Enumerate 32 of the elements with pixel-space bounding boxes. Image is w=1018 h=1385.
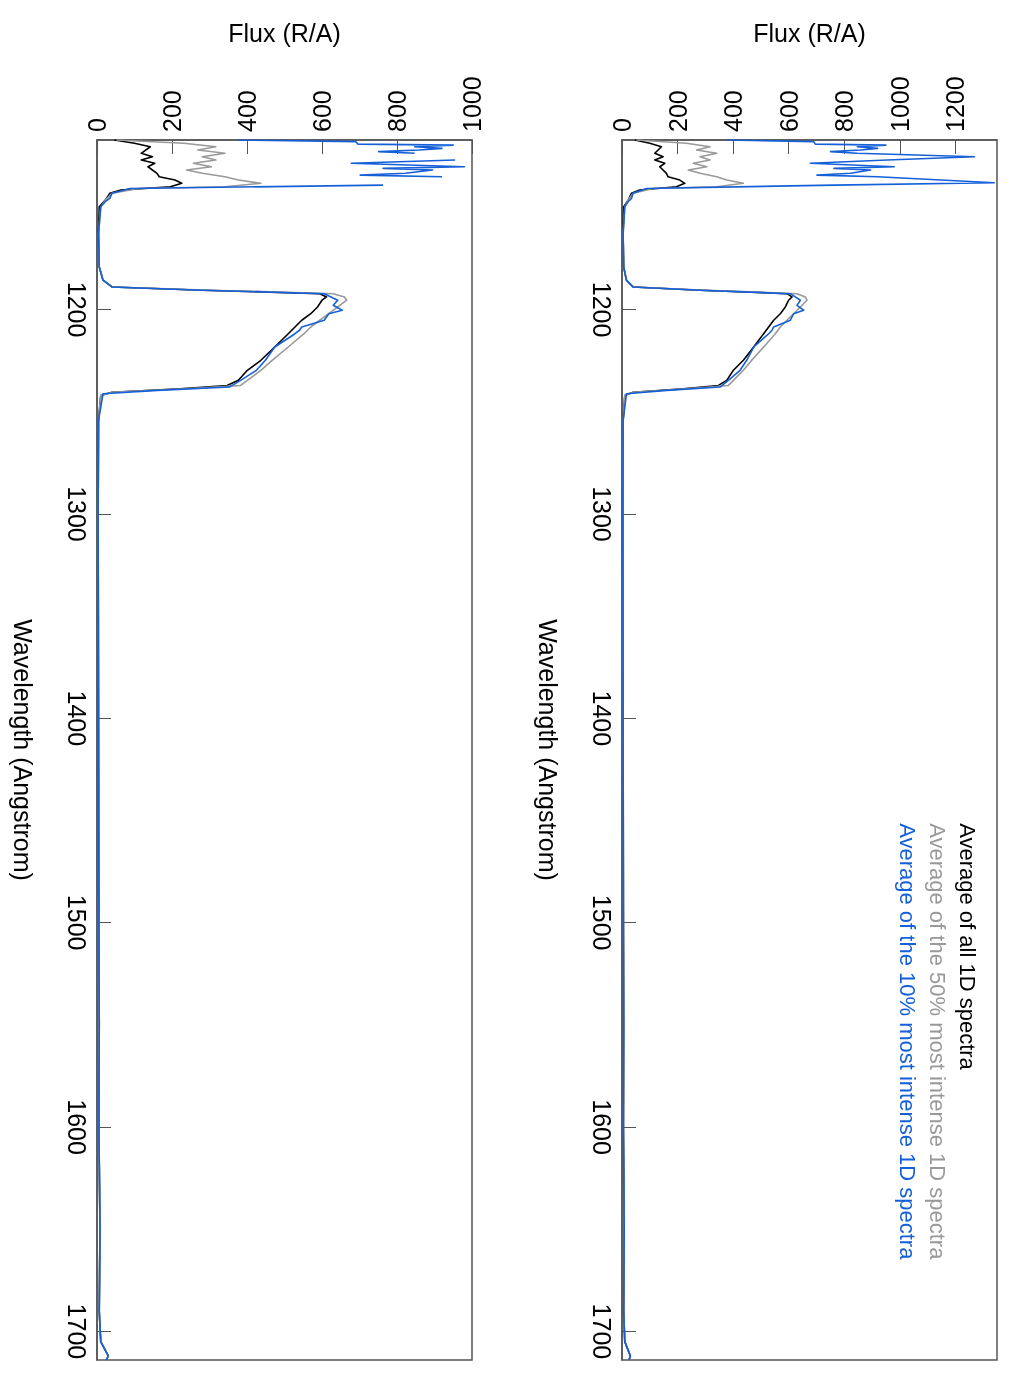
x-tick-label: 400 xyxy=(719,90,748,132)
x-tick-label: 200 xyxy=(158,90,186,132)
y-tick-label: 1600 xyxy=(62,1099,91,1155)
x-tick-label: 600 xyxy=(774,90,803,132)
y-tick-label: 1300 xyxy=(587,486,616,542)
x-tick-label: 600 xyxy=(308,90,336,132)
x-tick-label: 1200 xyxy=(941,76,970,132)
y-tick-label: 1500 xyxy=(62,894,91,951)
x-tick-label: 1000 xyxy=(885,76,914,132)
y-tick-label: 1700 xyxy=(62,1303,91,1360)
text: Average of the 10% most intense 1D spectra xyxy=(894,823,920,1261)
text: Average of all 1D spectra xyxy=(954,823,980,1071)
x-tick-label: 200 xyxy=(663,90,692,132)
y-tick-label: 1700 xyxy=(587,1303,616,1360)
x-axis-title: Flux (R/A) xyxy=(753,18,866,47)
x-tick-label: 800 xyxy=(383,90,411,132)
x-tick-label: 800 xyxy=(830,90,859,132)
y-tick-label: 1600 xyxy=(587,1099,616,1155)
y-tick-label: 1400 xyxy=(62,690,91,747)
y-tick-label: 1200 xyxy=(587,281,616,338)
y-tick-label: 1400 xyxy=(587,690,616,747)
y-tick-label: 1300 xyxy=(62,486,91,542)
y-tick-label: 1500 xyxy=(587,894,616,951)
x-tick-label: 0 xyxy=(608,118,636,132)
y-axis-title: Wavelength (Angstrom) xyxy=(533,619,562,881)
y-tick-label: 1200 xyxy=(62,281,91,338)
y-axis-title: Wavelength (Angstrom) xyxy=(8,619,37,881)
text: Average of the 50% most intense 1D spectra xyxy=(924,823,950,1261)
x-tick-label: 400 xyxy=(233,90,261,132)
x-tick-label: 1000 xyxy=(458,76,486,132)
x-axis-title: Flux (R/A) xyxy=(228,18,341,47)
x-tick-label: 0 xyxy=(83,118,111,132)
